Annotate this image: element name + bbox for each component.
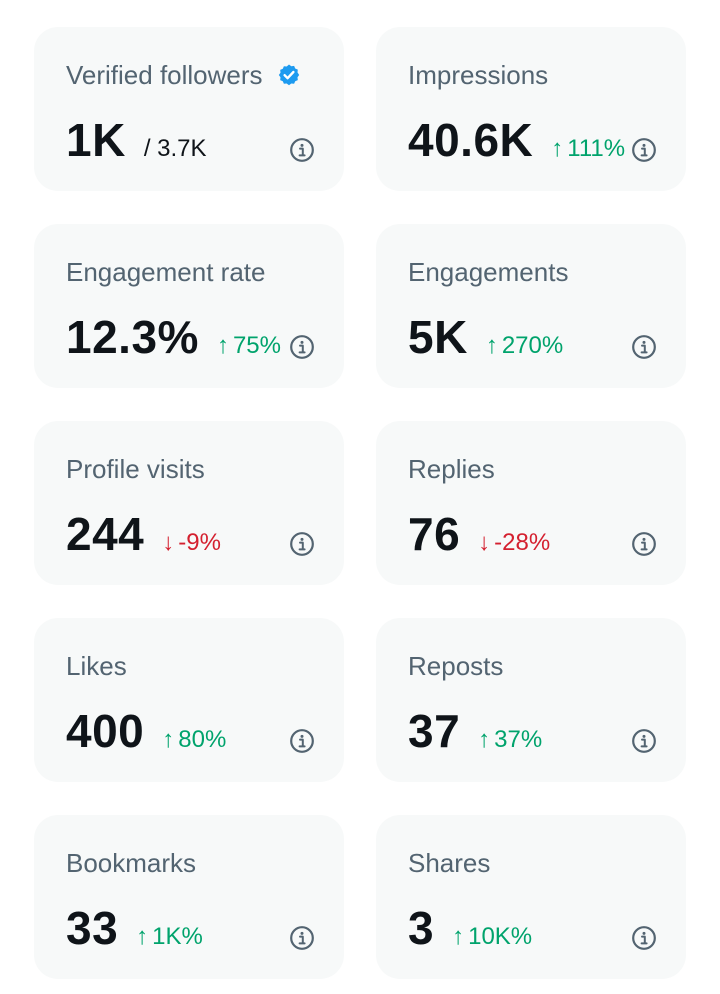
info-icon[interactable] [631,137,657,163]
change-indicator: ↑ 75% [217,332,281,360]
change-value: 37% [494,726,543,753]
metric-card-shares[interactable]: Shares 3 ↑ 10K% [376,815,686,979]
metric-card-reposts[interactable]: Reposts 37 ↑ 37% [376,618,686,782]
arrow-down-icon: ↓ [162,529,175,556]
change-value: 80% [178,726,227,753]
metric-card-engagements[interactable]: Engagements 5K ↑ 270% [376,224,686,388]
card-value: 76 [408,508,461,560]
metric-card-likes[interactable]: Likes 400 ↑ 80% [34,618,344,782]
change-indicator: ↓ -9% [162,529,221,557]
arrow-down-icon: ↓ [478,529,491,556]
arrow-up-icon: ↑ [136,923,149,950]
change-indicator: ↑ 111% [551,135,625,163]
card-value: 3 [408,902,435,954]
card-title-row: Impressions [408,59,548,91]
card-title: Reposts [408,651,504,681]
change-value: -9% [178,529,221,556]
metric-card-bookmarks[interactable]: Bookmarks 33 ↑ 1K% [34,815,344,979]
change-indicator: ↑ 80% [162,726,226,754]
card-value: 12.3% [66,311,199,363]
value-row: 400 ↑ 80% [66,706,226,756]
info-icon[interactable] [631,925,657,951]
card-title: Replies [408,454,495,484]
card-title: Likes [66,651,127,681]
change-indicator: ↑ 37% [478,726,542,754]
card-title-row: Likes [66,650,127,682]
arrow-up-icon: ↑ [216,332,229,359]
arrow-up-icon: ↑ [162,726,175,753]
card-title-row: Reposts [408,650,503,682]
card-value: 37 [408,705,461,757]
info-icon[interactable] [631,531,657,557]
change-value: 75% [232,332,281,359]
value-row: 5K ↑ 270% [408,312,563,362]
arrow-up-icon: ↑ [551,135,564,162]
info-icon[interactable] [289,925,315,951]
card-title-row: Shares [408,847,490,879]
metric-card-impressions[interactable]: Impressions 40.6K ↑ 111% [376,27,686,191]
card-title: Shares [408,848,491,878]
info-icon[interactable] [631,334,657,360]
metrics-grid: Verified followers 1K / 3.7K Impressions… [34,27,686,979]
info-icon[interactable] [289,334,315,360]
card-title-row: Engagement rate [66,256,265,288]
card-title: Engagements [408,257,569,287]
metric-card-verified-followers[interactable]: Verified followers 1K / 3.7K [34,27,344,191]
metric-card-engagement-rate[interactable]: Engagement rate 12.3% ↑ 75% [34,224,344,388]
card-title-row: Bookmarks [66,847,196,879]
change-indicator: ↑ 1K% [136,923,203,951]
info-icon[interactable] [289,728,315,754]
value-row: 1K / 3.7K [66,115,207,165]
value-row: 12.3% ↑ 75% [66,312,281,362]
change-value: -28% [494,529,551,556]
card-title-row: Engagements [408,256,568,288]
arrow-up-icon: ↑ [452,923,465,950]
change-indicator: ↑ 10K% [452,923,532,951]
info-icon[interactable] [631,728,657,754]
value-row: 40.6K ↑ 111% [408,115,625,165]
info-icon[interactable] [289,531,315,557]
verified-badge-icon [278,64,299,86]
card-value: 40.6K [408,114,534,166]
card-value: 5K [408,311,468,363]
card-value: 33 [66,902,119,954]
card-total: / 3.7K [143,135,207,162]
metric-card-replies[interactable]: Replies 76 ↓ -28% [376,421,686,585]
metric-card-profile-visits[interactable]: Profile visits 244 ↓ -9% [34,421,344,585]
card-value: 1K [66,114,126,166]
info-icon[interactable] [289,137,315,163]
value-row: 76 ↓ -28% [408,509,550,559]
change-indicator: ↓ -28% [478,529,550,557]
arrow-up-icon: ↑ [485,332,498,359]
change-value: 111% [567,135,626,162]
value-row: 3 ↑ 10K% [408,903,532,953]
card-value: 400 [66,705,145,757]
change-value: 270% [501,332,564,359]
value-row: 33 ↑ 1K% [66,903,203,953]
card-title: Engagement rate [66,257,266,287]
card-title-row: Profile visits [66,453,205,485]
value-row: 244 ↓ -9% [66,509,221,559]
card-title: Profile visits [66,454,205,484]
card-title: Verified followers [66,60,263,90]
card-title: Impressions [408,60,549,90]
card-title: Bookmarks [66,848,197,878]
change-value: 10K% [468,923,533,950]
arrow-up-icon: ↑ [478,726,491,753]
card-value: 244 [66,508,145,560]
change-indicator: ↑ 270% [486,332,563,360]
card-title-row: Verified followers [66,59,301,91]
change-value: 1K% [152,923,203,950]
value-row: 37 ↑ 37% [408,706,542,756]
card-title-row: Replies [408,453,495,485]
